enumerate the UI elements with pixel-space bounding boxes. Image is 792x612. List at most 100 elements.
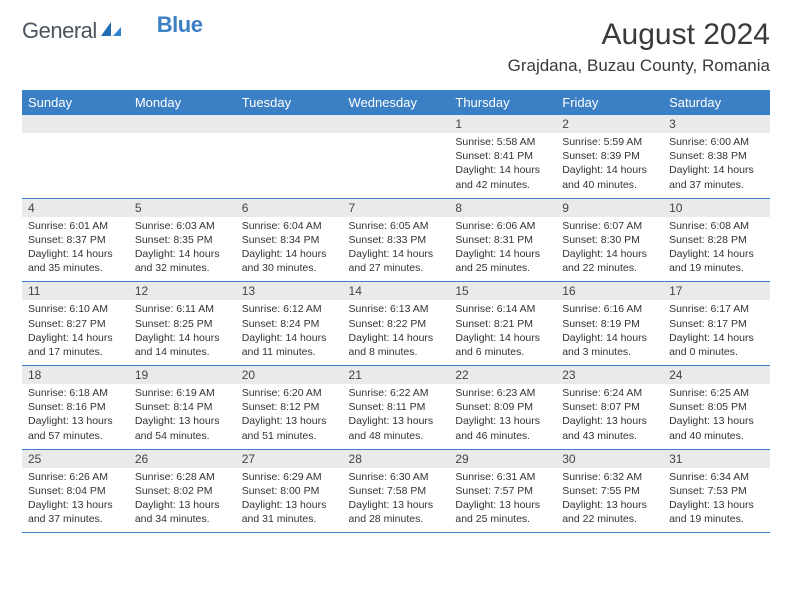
sunset-text: Sunset: 8:31 PM <box>455 233 550 247</box>
day-cell: 14Sunrise: 6:13 AMSunset: 8:22 PMDayligh… <box>343 282 450 366</box>
day-number: 6 <box>236 199 343 217</box>
location-text: Grajdana, Buzau County, Romania <box>508 56 770 76</box>
daylight-text: Daylight: 13 hours and 40 minutes. <box>669 414 764 442</box>
sunset-text: Sunset: 8:41 PM <box>455 149 550 163</box>
day-number: 16 <box>556 282 663 300</box>
page-title: August 2024 <box>508 18 770 52</box>
daylight-text: Daylight: 13 hours and 31 minutes. <box>242 498 337 526</box>
day-cell: 7Sunrise: 6:05 AMSunset: 8:33 PMDaylight… <box>343 198 450 282</box>
sunrise-text: Sunrise: 6:30 AM <box>349 470 444 484</box>
sunrise-text: Sunrise: 6:29 AM <box>242 470 337 484</box>
sunset-text: Sunset: 8:16 PM <box>28 400 123 414</box>
day-body: Sunrise: 6:14 AMSunset: 8:21 PMDaylight:… <box>449 300 556 365</box>
day-number: 17 <box>663 282 770 300</box>
daylight-text: Daylight: 13 hours and 43 minutes. <box>562 414 657 442</box>
sunset-text: Sunset: 8:24 PM <box>242 317 337 331</box>
sunset-text: Sunset: 8:07 PM <box>562 400 657 414</box>
day-cell: 11Sunrise: 6:10 AMSunset: 8:27 PMDayligh… <box>22 282 129 366</box>
sunset-text: Sunset: 8:00 PM <box>242 484 337 498</box>
day-body: Sunrise: 6:04 AMSunset: 8:34 PMDaylight:… <box>236 217 343 282</box>
dayname-row: Sunday Monday Tuesday Wednesday Thursday… <box>22 90 770 115</box>
day-cell: 29Sunrise: 6:31 AMSunset: 7:57 PMDayligh… <box>449 449 556 533</box>
sunset-text: Sunset: 8:04 PM <box>28 484 123 498</box>
day-body: Sunrise: 6:29 AMSunset: 8:00 PMDaylight:… <box>236 468 343 533</box>
day-number <box>129 115 236 133</box>
day-body: Sunrise: 6:12 AMSunset: 8:24 PMDaylight:… <box>236 300 343 365</box>
header-right: August 2024 Grajdana, Buzau County, Roma… <box>508 18 770 76</box>
day-body: Sunrise: 6:17 AMSunset: 8:17 PMDaylight:… <box>663 300 770 365</box>
logo-text-blue: Blue <box>157 12 203 38</box>
day-body: Sunrise: 6:22 AMSunset: 8:11 PMDaylight:… <box>343 384 450 449</box>
sunset-text: Sunset: 8:02 PM <box>135 484 230 498</box>
day-cell: 3Sunrise: 6:00 AMSunset: 8:38 PMDaylight… <box>663 115 770 198</box>
sunrise-text: Sunrise: 6:08 AM <box>669 219 764 233</box>
daylight-text: Daylight: 13 hours and 25 minutes. <box>455 498 550 526</box>
sunset-text: Sunset: 8:11 PM <box>349 400 444 414</box>
daylight-text: Daylight: 13 hours and 28 minutes. <box>349 498 444 526</box>
day-body: Sunrise: 5:58 AMSunset: 8:41 PMDaylight:… <box>449 133 556 198</box>
sunrise-text: Sunrise: 6:19 AM <box>135 386 230 400</box>
sunrise-text: Sunrise: 6:20 AM <box>242 386 337 400</box>
sunrise-text: Sunrise: 6:07 AM <box>562 219 657 233</box>
sunrise-text: Sunrise: 5:59 AM <box>562 135 657 149</box>
sunrise-text: Sunrise: 5:58 AM <box>455 135 550 149</box>
day-number: 31 <box>663 450 770 468</box>
day-number <box>236 115 343 133</box>
day-number: 18 <box>22 366 129 384</box>
day-body: Sunrise: 6:23 AMSunset: 8:09 PMDaylight:… <box>449 384 556 449</box>
day-cell: 13Sunrise: 6:12 AMSunset: 8:24 PMDayligh… <box>236 282 343 366</box>
sunset-text: Sunset: 8:27 PM <box>28 317 123 331</box>
sunrise-text: Sunrise: 6:01 AM <box>28 219 123 233</box>
sunrise-text: Sunrise: 6:31 AM <box>455 470 550 484</box>
day-body: Sunrise: 6:34 AMSunset: 7:53 PMDaylight:… <box>663 468 770 533</box>
sunset-text: Sunset: 8:14 PM <box>135 400 230 414</box>
sunrise-text: Sunrise: 6:13 AM <box>349 302 444 316</box>
sunset-text: Sunset: 8:12 PM <box>242 400 337 414</box>
daylight-text: Daylight: 13 hours and 51 minutes. <box>242 414 337 442</box>
sunrise-text: Sunrise: 6:11 AM <box>135 302 230 316</box>
daylight-text: Daylight: 13 hours and 34 minutes. <box>135 498 230 526</box>
day-body <box>236 133 343 189</box>
day-cell: 16Sunrise: 6:16 AMSunset: 8:19 PMDayligh… <box>556 282 663 366</box>
day-body: Sunrise: 6:07 AMSunset: 8:30 PMDaylight:… <box>556 217 663 282</box>
logo-sail-icon <box>101 20 123 43</box>
week-row: 11Sunrise: 6:10 AMSunset: 8:27 PMDayligh… <box>22 282 770 366</box>
day-number: 27 <box>236 450 343 468</box>
day-cell: 21Sunrise: 6:22 AMSunset: 8:11 PMDayligh… <box>343 366 450 450</box>
day-number: 14 <box>343 282 450 300</box>
day-body: Sunrise: 6:25 AMSunset: 8:05 PMDaylight:… <box>663 384 770 449</box>
header: General Blue August 2024 Grajdana, Buzau… <box>22 18 770 76</box>
daylight-text: Daylight: 14 hours and 37 minutes. <box>669 163 764 191</box>
day-body <box>22 133 129 189</box>
sunset-text: Sunset: 8:28 PM <box>669 233 764 247</box>
day-body: Sunrise: 5:59 AMSunset: 8:39 PMDaylight:… <box>556 133 663 198</box>
sunrise-text: Sunrise: 6:14 AM <box>455 302 550 316</box>
sunrise-text: Sunrise: 6:23 AM <box>455 386 550 400</box>
calendar-table: Sunday Monday Tuesday Wednesday Thursday… <box>22 90 770 533</box>
day-cell <box>22 115 129 198</box>
sunrise-text: Sunrise: 6:26 AM <box>28 470 123 484</box>
sunrise-text: Sunrise: 6:32 AM <box>562 470 657 484</box>
sunset-text: Sunset: 8:38 PM <box>669 149 764 163</box>
week-row: 4Sunrise: 6:01 AMSunset: 8:37 PMDaylight… <box>22 198 770 282</box>
day-body: Sunrise: 6:30 AMSunset: 7:58 PMDaylight:… <box>343 468 450 533</box>
dayname-thu: Thursday <box>449 90 556 115</box>
day-number: 13 <box>236 282 343 300</box>
sunrise-text: Sunrise: 6:17 AM <box>669 302 764 316</box>
day-body: Sunrise: 6:01 AMSunset: 8:37 PMDaylight:… <box>22 217 129 282</box>
day-number: 10 <box>663 199 770 217</box>
daylight-text: Daylight: 13 hours and 48 minutes. <box>349 414 444 442</box>
day-body: Sunrise: 6:19 AMSunset: 8:14 PMDaylight:… <box>129 384 236 449</box>
day-cell <box>236 115 343 198</box>
logo-text-general: General <box>22 18 97 44</box>
daylight-text: Daylight: 14 hours and 40 minutes. <box>562 163 657 191</box>
day-cell <box>343 115 450 198</box>
day-number: 19 <box>129 366 236 384</box>
daylight-text: Daylight: 14 hours and 11 minutes. <box>242 331 337 359</box>
day-number: 5 <box>129 199 236 217</box>
day-cell: 22Sunrise: 6:23 AMSunset: 8:09 PMDayligh… <box>449 366 556 450</box>
dayname-tue: Tuesday <box>236 90 343 115</box>
dayname-mon: Monday <box>129 90 236 115</box>
sunset-text: Sunset: 8:22 PM <box>349 317 444 331</box>
day-cell: 19Sunrise: 6:19 AMSunset: 8:14 PMDayligh… <box>129 366 236 450</box>
